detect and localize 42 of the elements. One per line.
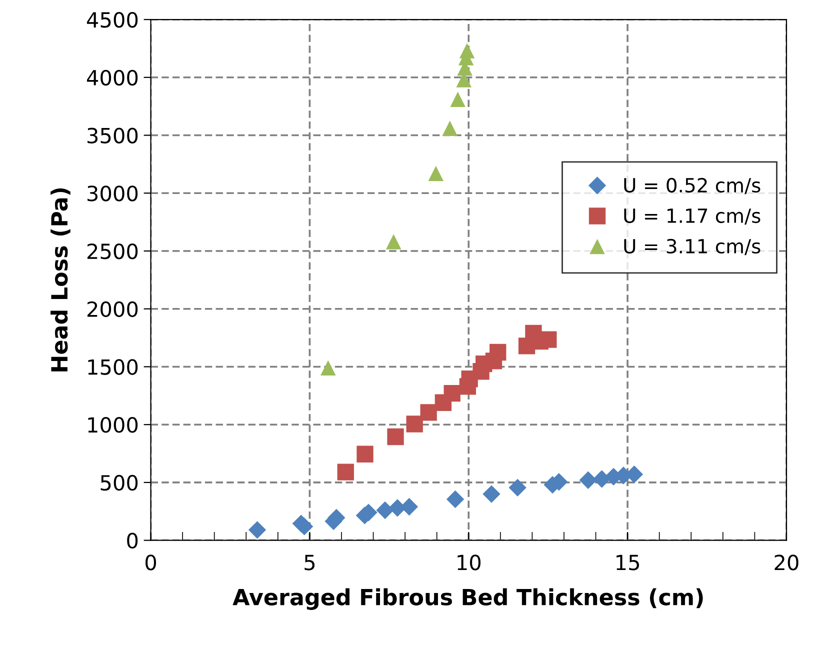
point <box>320 360 336 376</box>
legend-label: U = 3.11 cm/s <box>624 238 760 256</box>
y-axis-title: Head Loss (Pa) <box>50 188 70 372</box>
point <box>444 385 460 402</box>
point <box>248 521 266 539</box>
y-tick-label: 2500 <box>87 243 138 260</box>
point <box>540 331 557 348</box>
y-tick-label: 3500 <box>88 128 138 144</box>
point <box>406 416 423 432</box>
point <box>420 404 437 421</box>
x-tick-label: 10 <box>458 554 480 570</box>
y-tick-label: 3000 <box>88 186 138 202</box>
point <box>337 464 354 480</box>
x-tick-label: 0 <box>146 554 156 570</box>
point <box>446 490 464 508</box>
y-tick-label: 500 <box>100 474 138 491</box>
legend-label: U = 0.52 cm/s <box>624 178 760 194</box>
point <box>428 166 444 182</box>
x-axis-title: Averaged Fibrous Bed Thickness (cm) <box>232 588 703 610</box>
point <box>295 518 314 536</box>
point <box>376 501 394 520</box>
y-tick-label: 2000 <box>87 301 138 318</box>
y-tick-label: 4000 <box>86 70 138 86</box>
point <box>387 428 404 446</box>
point <box>592 470 611 488</box>
point <box>442 120 458 136</box>
point <box>490 344 506 361</box>
x-tick-label: 20 <box>774 554 798 570</box>
point <box>450 92 466 108</box>
y-tick-label: 0 <box>127 532 138 549</box>
y-tick-label: 1000 <box>88 417 138 433</box>
point <box>386 234 402 250</box>
x-tick-label: 5 <box>304 554 315 570</box>
point <box>459 43 475 58</box>
point <box>579 471 597 489</box>
point <box>356 446 374 462</box>
y-tick-label: 4500 <box>86 12 138 28</box>
point <box>508 478 526 497</box>
y-tick-label: 1500 <box>88 359 138 375</box>
x-tick-label: 15 <box>616 554 639 570</box>
point <box>482 485 500 503</box>
legend-label: U = 1.17 cm/s <box>624 208 760 225</box>
